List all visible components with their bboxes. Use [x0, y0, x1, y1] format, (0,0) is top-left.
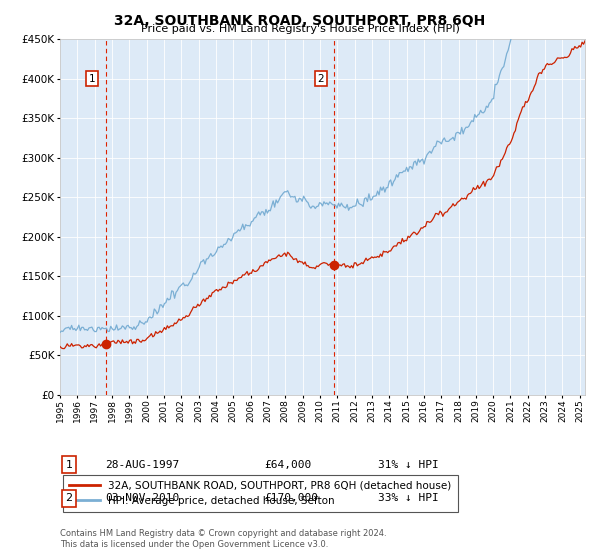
Text: £64,000: £64,000 [264, 460, 311, 470]
Text: 31% ↓ HPI: 31% ↓ HPI [378, 460, 439, 470]
Text: 32A, SOUTHBANK ROAD, SOUTHPORT, PR8 6QH: 32A, SOUTHBANK ROAD, SOUTHPORT, PR8 6QH [115, 14, 485, 28]
Text: 1: 1 [65, 460, 73, 470]
Text: 28-AUG-1997: 28-AUG-1997 [105, 460, 179, 470]
Text: 33% ↓ HPI: 33% ↓ HPI [378, 493, 439, 503]
Text: Contains HM Land Registry data © Crown copyright and database right 2024.
This d: Contains HM Land Registry data © Crown c… [60, 529, 386, 549]
Text: 2: 2 [65, 493, 73, 503]
Text: 03-NOV-2010: 03-NOV-2010 [105, 493, 179, 503]
Text: 2: 2 [317, 74, 324, 83]
Text: Price paid vs. HM Land Registry's House Price Index (HPI): Price paid vs. HM Land Registry's House … [140, 24, 460, 34]
Text: 1: 1 [89, 74, 95, 83]
Legend: 32A, SOUTHBANK ROAD, SOUTHPORT, PR8 6QH (detached house), HPI: Average price, de: 32A, SOUTHBANK ROAD, SOUTHPORT, PR8 6QH … [62, 475, 458, 512]
Text: £170,000: £170,000 [264, 493, 318, 503]
